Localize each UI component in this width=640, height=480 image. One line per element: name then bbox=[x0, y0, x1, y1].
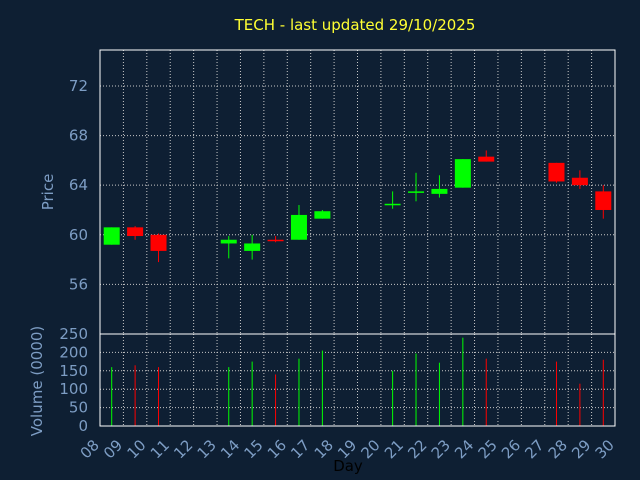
x-axis-label: Day bbox=[333, 457, 363, 475]
price-axis-label: Price bbox=[39, 174, 57, 211]
candle-body bbox=[103, 227, 120, 245]
x-tick-label: 22 bbox=[404, 436, 430, 462]
candle-group bbox=[103, 150, 612, 263]
x-tick-label: 27 bbox=[521, 436, 547, 462]
x-tick-label: 09 bbox=[100, 436, 126, 462]
x-tick-label: 23 bbox=[428, 436, 454, 462]
x-tick-label: 08 bbox=[77, 436, 103, 462]
price-candles bbox=[103, 150, 612, 263]
candle-body bbox=[478, 156, 495, 162]
x-tick-label: 26 bbox=[498, 436, 524, 462]
x-tick-label: 12 bbox=[170, 436, 196, 462]
volume-axis-label: Volume (0000) bbox=[28, 326, 46, 436]
x-tick-label: 21 bbox=[381, 436, 407, 462]
candle-body bbox=[454, 159, 471, 188]
candle-body bbox=[384, 203, 401, 206]
x-tick-label: 13 bbox=[194, 436, 220, 462]
volume-tick-label: 150 bbox=[59, 362, 88, 380]
candle-body bbox=[150, 234, 167, 251]
x-tick-label: 14 bbox=[217, 436, 243, 462]
volume-tick-label: 250 bbox=[59, 325, 88, 343]
price-tick-label: 64 bbox=[69, 176, 88, 194]
volume-tick-label: 100 bbox=[59, 380, 88, 398]
x-tick-label: 17 bbox=[287, 436, 313, 462]
candle-body bbox=[220, 239, 237, 244]
candle-body bbox=[314, 211, 331, 219]
x-tick-label: 30 bbox=[592, 436, 618, 462]
price-tick-label: 68 bbox=[69, 127, 88, 145]
price-tick-label: 60 bbox=[69, 226, 88, 244]
candle-body bbox=[431, 188, 448, 194]
tick-labels: 5660646872050100150200250080910111213141… bbox=[59, 77, 617, 462]
candle-body bbox=[244, 243, 261, 251]
volume-plot-frame bbox=[99, 333, 616, 427]
x-tick-label: 16 bbox=[264, 436, 290, 462]
grid-lines bbox=[100, 50, 615, 426]
x-tick-label: 25 bbox=[475, 436, 501, 462]
volume-tick-label: 200 bbox=[59, 343, 88, 361]
candle-body bbox=[267, 239, 284, 242]
candle-body bbox=[127, 227, 144, 237]
x-tick-label: 11 bbox=[147, 436, 173, 462]
candle-body bbox=[571, 177, 588, 186]
candle-body bbox=[408, 191, 425, 193]
chart-title: TECH - last updated 29/10/2025 bbox=[234, 16, 476, 34]
x-tick-label: 10 bbox=[123, 436, 149, 462]
volume-tick-label: 50 bbox=[69, 399, 88, 417]
x-tick-label: 29 bbox=[568, 436, 594, 462]
x-tick-label: 28 bbox=[545, 436, 571, 462]
x-tick-label: 15 bbox=[240, 436, 266, 462]
plot-frames bbox=[99, 49, 616, 427]
candle-body bbox=[290, 214, 307, 240]
candle-body bbox=[548, 162, 565, 182]
x-tick-label: 24 bbox=[451, 436, 477, 462]
price-tick-label: 56 bbox=[69, 275, 88, 293]
volume-bars bbox=[111, 337, 604, 426]
candle-body bbox=[595, 191, 612, 210]
volume-tick-label: 0 bbox=[78, 417, 88, 435]
price-tick-label: 72 bbox=[69, 77, 88, 95]
